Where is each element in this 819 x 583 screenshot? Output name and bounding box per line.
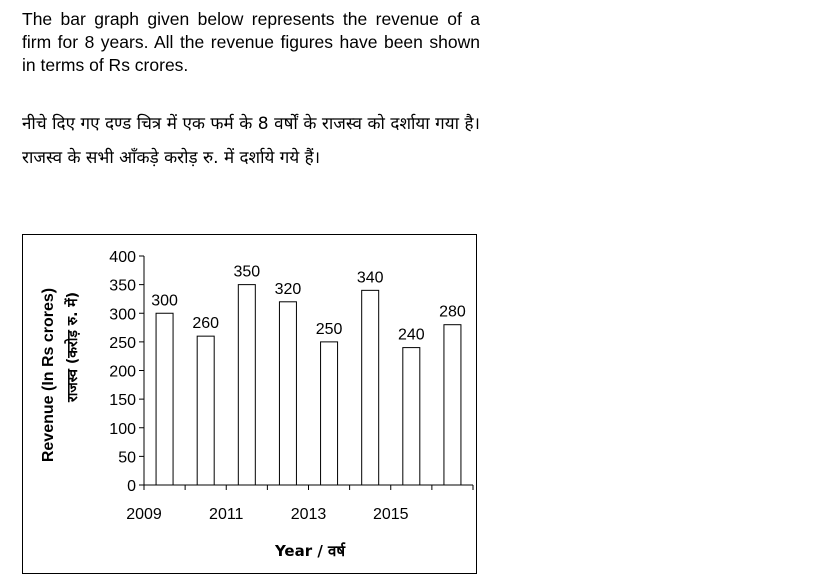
bar-2016 — [443, 324, 462, 486]
bar-2014 — [361, 289, 380, 486]
y-tick-label: 200 — [109, 364, 136, 381]
chart-svg: 0 50 100 150 200 250 300 350 400 300 2009 260 350 20… — [40, 249, 474, 560]
x-tick-label: 2015 — [373, 506, 409, 523]
bar-2010 — [196, 335, 215, 486]
question-hindi: नीचे दिए गए दण्ड चित्र में एक फर्म के 8 … — [22, 114, 480, 168]
bar-2011 — [237, 284, 256, 486]
y-tick-label: 100 — [109, 421, 136, 438]
x-tick-label: 2013 — [291, 506, 327, 523]
y-tick-label: 300 — [109, 306, 136, 323]
y-axis-label-hindi: राजस्व (करोड़ रु. में) — [64, 292, 81, 403]
y-tick-label: 250 — [109, 335, 136, 352]
chart-axes: 0 50 100 150 200 250 300 350 400 — [109, 249, 474, 495]
y-tick-label: 50 — [118, 449, 136, 466]
chart-bars — [155, 284, 462, 486]
bar-value-label: 320 — [275, 281, 302, 298]
bar-2009 — [155, 312, 174, 486]
bar-value-label: 300 — [151, 292, 178, 309]
x-axis-label: Year / वर्ष — [274, 542, 346, 560]
y-tick-label: 350 — [109, 278, 136, 295]
bar-2013 — [320, 341, 339, 486]
y-tick-label: 400 — [109, 249, 136, 266]
bar-value-label: 340 — [357, 269, 384, 286]
bar-value-label: 240 — [398, 327, 425, 344]
chart-labels: 300 2009 260 350 2011 320 250 2013 340 240 2015 280 — [126, 264, 466, 523]
bar-value-label: 250 — [316, 321, 343, 338]
bar-value-label: 280 — [439, 304, 466, 321]
y-tick-label: 150 — [109, 392, 136, 409]
y-tick-label: 0 — [127, 478, 136, 495]
bar-chart: 0 50 100 150 200 250 300 350 400 300 2009 260 350 20… — [22, 234, 477, 574]
y-axis-label: Revenue (In Rs crores) — [40, 288, 57, 462]
question-english: The bar graph given below represents the… — [22, 9, 480, 75]
bar-value-label: 260 — [192, 315, 219, 332]
bar-value-label: 350 — [233, 264, 260, 281]
bar-2012 — [278, 301, 297, 486]
bar-2015 — [402, 347, 421, 486]
x-tick-label: 2011 — [209, 506, 244, 523]
x-tick-label: 2009 — [126, 506, 162, 523]
